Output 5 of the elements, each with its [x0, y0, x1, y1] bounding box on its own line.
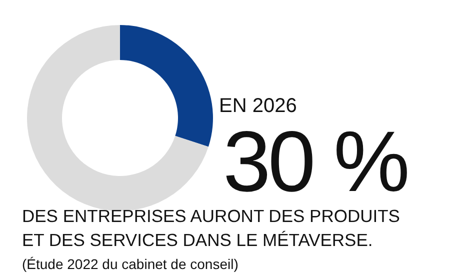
donut-slice	[120, 25, 213, 147]
text: ET DES SERVICES DANS LE MÉTAVERSE.	[22, 230, 373, 250]
text: (Étude 2022 du cabinet de conseil)	[22, 256, 238, 272]
donut-slice	[27, 25, 208, 211]
text: EN 2026	[219, 95, 297, 117]
